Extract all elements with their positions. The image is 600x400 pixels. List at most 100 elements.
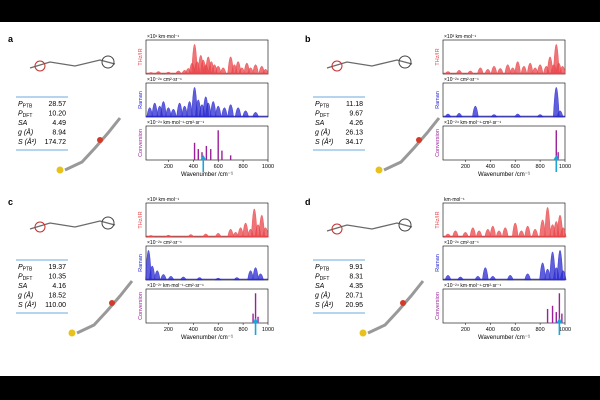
property-table: PPTB 28.57 PDFT 10.20 SA 4.49 g (Å) 8.94 S (Å²) 1… xyxy=(16,96,68,151)
molecule-3d-chain xyxy=(367,280,425,335)
property-key: SA xyxy=(18,283,28,290)
row-label: THz/IR xyxy=(138,48,144,65)
x-tick-label: 800 xyxy=(239,164,248,170)
row-label: Conversion xyxy=(435,292,441,320)
molecule-ring-icon xyxy=(101,216,115,230)
spectrum-peak xyxy=(536,64,544,75)
unit-label: ×10⁻²⁹ cm²·sr⁻¹ xyxy=(444,240,479,246)
x-axis-label: Wavenumber /cm⁻¹ xyxy=(478,335,530,341)
property-value: 10.20 xyxy=(48,111,66,118)
property-value: 26.13 xyxy=(345,130,363,137)
x-axis-label: Wavenumber /cm⁻¹ xyxy=(181,335,233,341)
unit-label: ×10⁻²⁹ cm²·sr⁻¹ xyxy=(147,240,182,246)
plot-frame xyxy=(442,82,566,118)
x-tick-label: 800 xyxy=(239,327,248,333)
spectrum-peak xyxy=(469,227,477,238)
molecule-3d-chain xyxy=(76,280,134,335)
molecule-top-bonds xyxy=(29,59,116,69)
row-label: Raman xyxy=(435,254,441,272)
spectrum-peak xyxy=(242,110,249,118)
property-value: 174.72 xyxy=(45,139,67,146)
property-key: PPTB xyxy=(18,264,33,273)
panel-a: a PPTB 28.57 PDFT 10.20 SA 4.49 g (Å) 8.94 S (Å²)… xyxy=(8,34,274,178)
property-key: g (Å) xyxy=(18,291,33,300)
panel-letter: a xyxy=(8,34,14,44)
x-tick-label: 400 xyxy=(189,327,198,333)
oxygen-atom-icon xyxy=(400,300,406,306)
sulfur-atom-icon xyxy=(56,166,64,174)
x-axis-label: Wavenumber /cm⁻¹ xyxy=(181,172,233,178)
panel-letter: b xyxy=(305,34,311,44)
spectrum-peak xyxy=(160,274,167,281)
spectrum-peak xyxy=(252,64,259,75)
property-value: 18.52 xyxy=(48,293,66,300)
property-key: PDFT xyxy=(18,111,32,120)
x-tick-label: 600 xyxy=(511,164,520,170)
molecule-top-bonds xyxy=(326,59,413,69)
spectrum-peak xyxy=(531,228,539,238)
spectrum-raman: ×10⁻²⁹ cm²·sr⁻¹ Raman xyxy=(138,77,269,118)
property-value: 4.26 xyxy=(349,120,363,127)
spectrum-peak xyxy=(559,270,567,281)
spectrum-thz: ×10¹ km·mol⁻¹ THz/IR xyxy=(138,34,269,75)
arrow-head-icon xyxy=(200,155,207,160)
property-value: 20.95 xyxy=(345,302,363,309)
property-value: 8.31 xyxy=(349,274,363,281)
spectrum-peak xyxy=(524,225,531,238)
x-tick-label: 1000 xyxy=(559,327,571,333)
x-tick-label: 1000 xyxy=(262,327,274,333)
property-key: PDFT xyxy=(315,274,329,283)
spectrum-peak xyxy=(497,68,504,75)
spectrum-peak xyxy=(524,273,531,281)
spectrum-peak xyxy=(511,222,519,238)
molecule-3d-chain xyxy=(64,117,122,172)
property-key: PDFT xyxy=(18,274,32,283)
property-value: 4.35 xyxy=(349,283,363,290)
x-tick-label: 600 xyxy=(214,327,223,333)
property-key: S (Å²) xyxy=(18,137,36,146)
unit-label: ×10⁻²⁹ cm²·sr⁻¹ xyxy=(444,77,479,83)
plot-frame xyxy=(442,288,566,324)
x-axis-label: Wavenumber /cm⁻¹ xyxy=(478,172,530,178)
spectrum-peak xyxy=(219,67,227,75)
property-key: g (Å) xyxy=(18,128,33,137)
property-value: 4.49 xyxy=(52,120,66,127)
property-key: SA xyxy=(18,120,28,127)
unit-label: ×10⁻²⁹ cm²·sr⁻¹ xyxy=(147,77,182,83)
spectrum-peak xyxy=(472,105,479,118)
x-tick-label: 400 xyxy=(189,164,198,170)
spectrum-thz: ×10³ km·mol⁻¹ THz/IR xyxy=(138,197,269,238)
molecule-ring-icon xyxy=(398,55,412,69)
spectrum-peak xyxy=(153,270,161,281)
molecule-drawing xyxy=(326,55,441,174)
plot-frame xyxy=(145,245,269,281)
oxygen-atom-icon xyxy=(416,137,422,143)
unit-label: ×10³ km·mol⁻¹ xyxy=(147,197,180,203)
property-key: SA xyxy=(315,283,325,290)
x-axis: 200 400 600 800 1000 Wavenumber /cm⁻¹ xyxy=(461,318,571,341)
spectrum-raman: ×10⁻²⁹ cm²·sr⁻¹ Raman xyxy=(435,77,566,118)
property-value: 4.16 xyxy=(52,283,66,290)
row-label: THz/IR xyxy=(435,211,441,228)
molecule-ring-icon xyxy=(34,60,46,72)
x-tick-label: 200 xyxy=(461,164,470,170)
spectrum-peak xyxy=(477,67,484,75)
property-value: 10.35 xyxy=(48,274,66,281)
spectrum-peak xyxy=(559,65,566,75)
arrow-head-icon xyxy=(252,318,259,323)
row-label: THz/IR xyxy=(138,211,144,228)
row-label: THz/IR xyxy=(435,48,441,65)
property-table: PPTB 19.37 PDFT 10.35 SA 4.16 g (Å) 18.52 S (Å²)… xyxy=(16,259,68,314)
x-axis: 200 400 600 800 1000 Wavenumber /cm⁻¹ xyxy=(164,155,274,178)
row-label: Conversion xyxy=(435,129,441,157)
molecule-ring-icon xyxy=(331,60,343,72)
spectrum-peak xyxy=(214,105,222,118)
spectrum-peak xyxy=(227,104,234,118)
property-key: PPTB xyxy=(315,101,330,110)
row-label: Raman xyxy=(435,91,441,109)
spectrum-peak xyxy=(556,110,564,118)
unit-label: ×10⁻²⁴ km·mol⁻¹·cm²·sr⁻¹ xyxy=(444,283,501,289)
row-label: Conversion xyxy=(138,129,144,157)
